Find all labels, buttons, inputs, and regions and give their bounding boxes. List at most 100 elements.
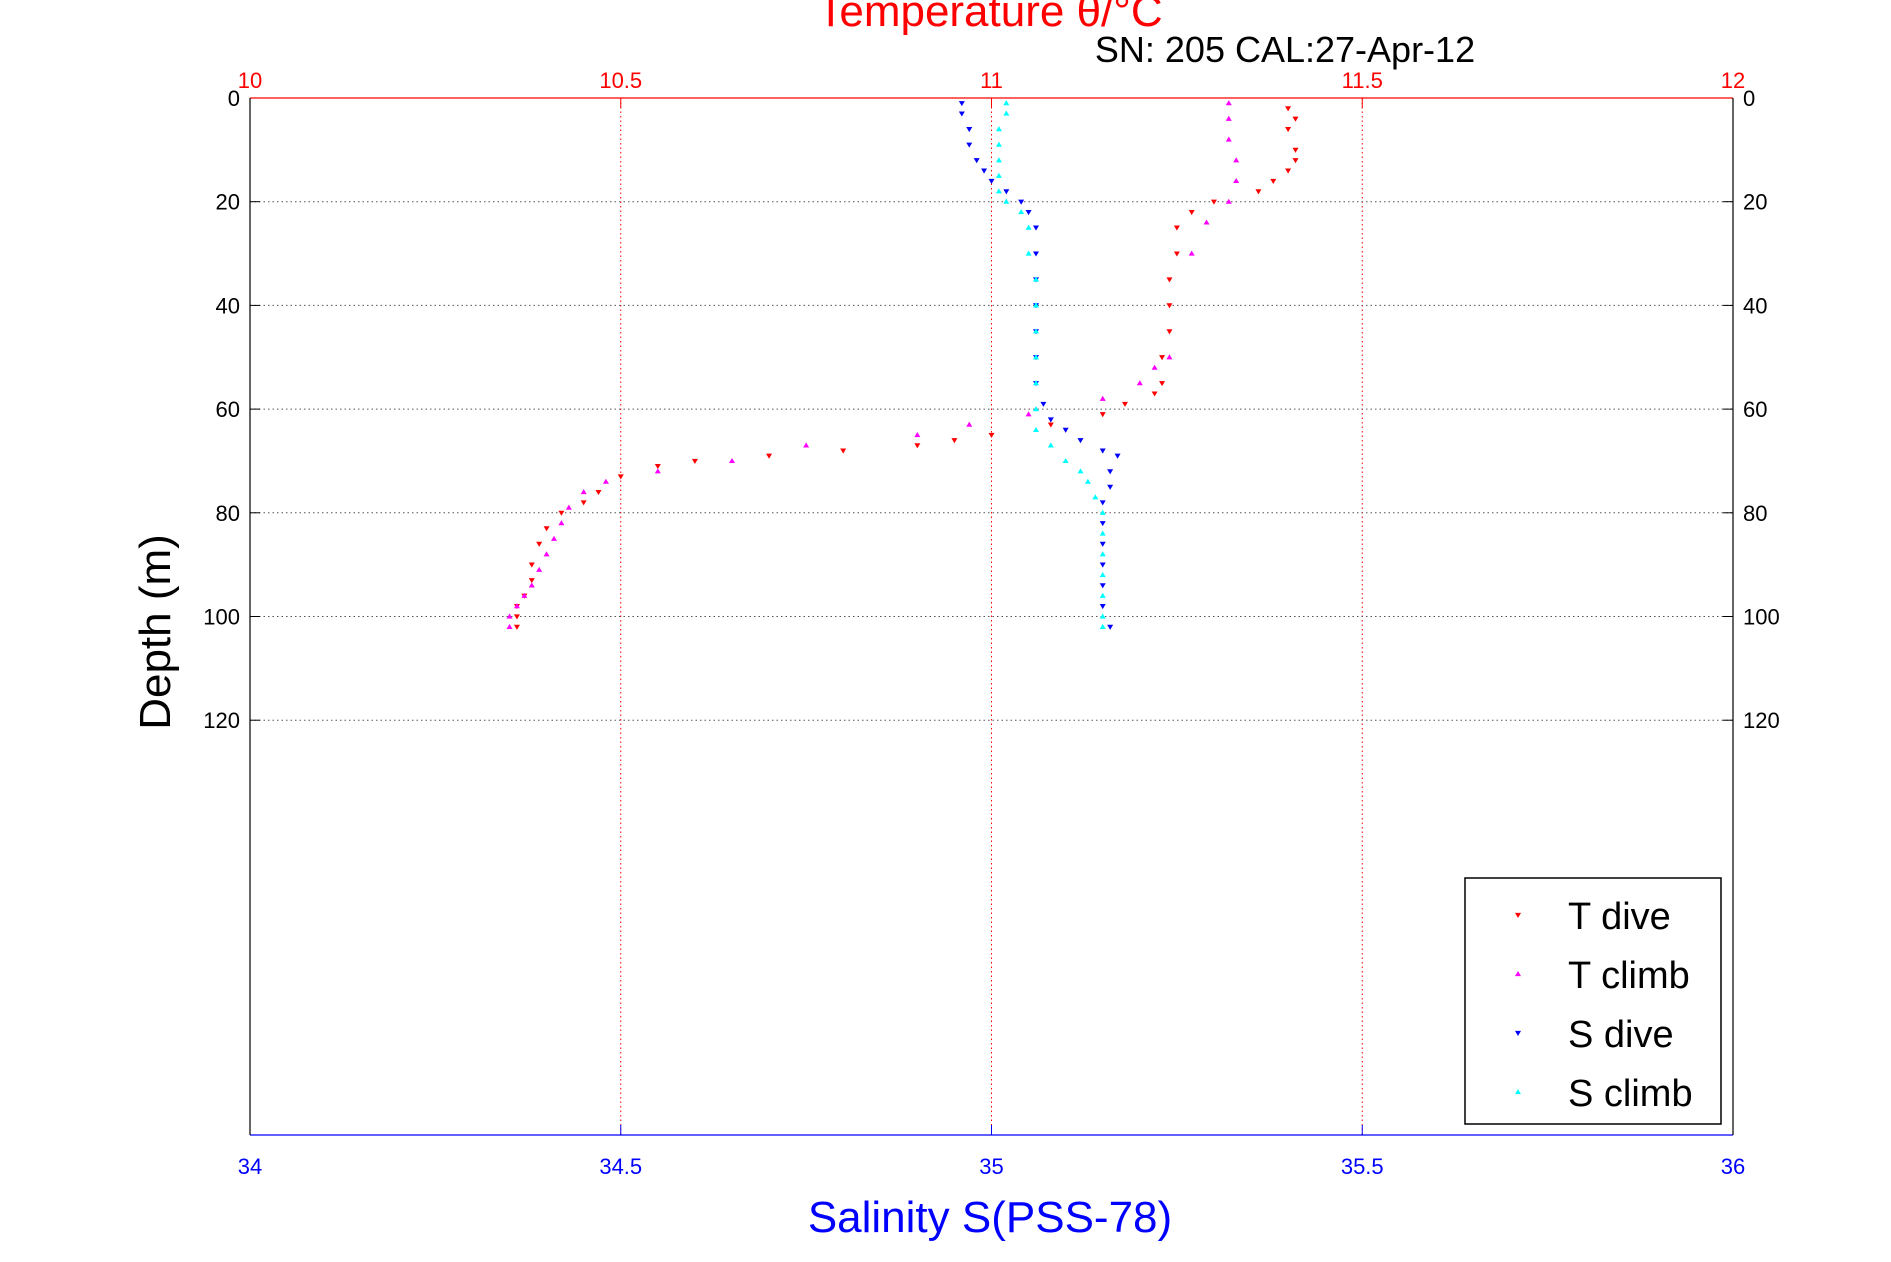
data-point <box>558 510 565 516</box>
y-axis-label-depth: Depth (m) <box>131 534 180 730</box>
data-point <box>1225 115 1232 121</box>
y-tick-label-right: 60 <box>1743 397 1767 422</box>
y-tick-label-right: 20 <box>1743 190 1767 215</box>
data-point <box>766 453 773 459</box>
data-point <box>543 551 550 557</box>
data-point <box>536 541 543 547</box>
data-point <box>1003 110 1010 116</box>
chart-subtitle: SN: 205 CAL:27-Apr-12 <box>1095 29 1475 70</box>
series-s-climb <box>995 100 1106 629</box>
data-point <box>654 464 661 470</box>
data-point <box>595 489 602 496</box>
data-point <box>602 478 609 484</box>
data-point <box>1225 136 1232 142</box>
data-points <box>506 100 1299 630</box>
data-point <box>654 468 661 474</box>
data-point <box>528 582 535 588</box>
data-point <box>543 526 550 532</box>
data-point <box>1292 116 1299 122</box>
data-point <box>506 613 513 619</box>
y-tick-label-right: 120 <box>1743 708 1780 733</box>
data-point <box>995 188 1002 194</box>
data-point <box>1233 157 1240 163</box>
data-point <box>1032 225 1039 231</box>
data-point <box>1025 411 1032 417</box>
legend-label: T dive <box>1568 896 1671 938</box>
legend-box <box>1464 877 1722 1125</box>
series-t-climb <box>506 100 1240 629</box>
data-point <box>1047 422 1054 428</box>
y-tick-label-left: 120 <box>203 708 240 733</box>
data-point <box>1166 277 1173 283</box>
legend-marker <box>1515 1089 1521 1095</box>
x-bottom-tick-label: 34.5 <box>599 1154 642 1179</box>
data-point <box>1032 251 1039 257</box>
data-point <box>1099 613 1106 619</box>
data-point <box>551 535 558 541</box>
data-point <box>1077 438 1084 444</box>
data-point <box>1099 562 1106 568</box>
y-tick-label-right: 100 <box>1743 605 1780 630</box>
data-point <box>1166 329 1173 335</box>
data-point <box>513 614 520 620</box>
series-s-dive <box>958 101 1121 630</box>
data-point <box>958 111 965 117</box>
data-point <box>840 448 847 454</box>
legend-label: S dive <box>1568 1014 1674 1056</box>
data-point <box>1040 401 1047 407</box>
data-point <box>914 443 921 449</box>
data-point <box>580 489 587 495</box>
data-point <box>1114 453 1121 459</box>
data-point <box>1173 251 1180 257</box>
data-point <box>1032 302 1039 308</box>
data-point <box>521 592 528 598</box>
data-point <box>1099 509 1106 515</box>
data-point <box>1099 604 1106 610</box>
data-point <box>1047 442 1054 448</box>
data-point <box>1225 198 1232 204</box>
data-point <box>528 578 535 584</box>
legend-label: T climb <box>1568 955 1690 997</box>
data-point <box>966 142 973 148</box>
data-point <box>1032 406 1039 412</box>
legend: T dive T climb S dive S climb <box>1464 877 1722 1125</box>
data-point <box>1121 401 1128 407</box>
legend-marker <box>1515 971 1521 977</box>
data-point <box>1099 530 1106 536</box>
data-point <box>1032 426 1039 432</box>
data-point <box>1225 100 1232 106</box>
x-top-tick-label: 10.5 <box>599 68 642 93</box>
x-top-tick-label: 11 <box>980 68 1003 93</box>
x-bottom-tick-label: 36 <box>1721 1154 1745 1179</box>
data-point <box>1062 457 1069 464</box>
x-axis-label-salinity: Salinity S(PSS-78) <box>808 1193 1172 1242</box>
x-top-tick-label: 11.5 <box>1342 68 1383 93</box>
data-point <box>580 500 587 506</box>
data-point <box>1077 468 1084 474</box>
data-point <box>1188 209 1195 216</box>
grid-lines <box>250 98 1733 1135</box>
series-t-dive <box>513 106 1299 630</box>
data-point <box>1270 178 1277 184</box>
data-point <box>1047 417 1054 423</box>
legend-marker <box>1515 912 1521 918</box>
y-tick-label-left: 0 <box>228 86 240 111</box>
data-point <box>1099 551 1106 557</box>
data-point <box>536 566 543 572</box>
data-point <box>691 458 698 464</box>
data-point <box>951 438 958 444</box>
data-point <box>995 172 1002 178</box>
data-point <box>506 623 513 629</box>
data-point <box>1099 583 1106 589</box>
data-point <box>1099 448 1106 454</box>
data-point <box>1159 355 1166 361</box>
data-point <box>1255 189 1262 195</box>
data-point <box>1025 250 1032 256</box>
data-point <box>1084 478 1091 484</box>
data-point <box>914 432 921 438</box>
data-point <box>1107 484 1114 490</box>
data-point <box>1292 147 1299 153</box>
data-point <box>995 126 1002 132</box>
chart-title: Temperature θ/°C <box>817 0 1162 36</box>
data-point <box>1099 541 1106 547</box>
